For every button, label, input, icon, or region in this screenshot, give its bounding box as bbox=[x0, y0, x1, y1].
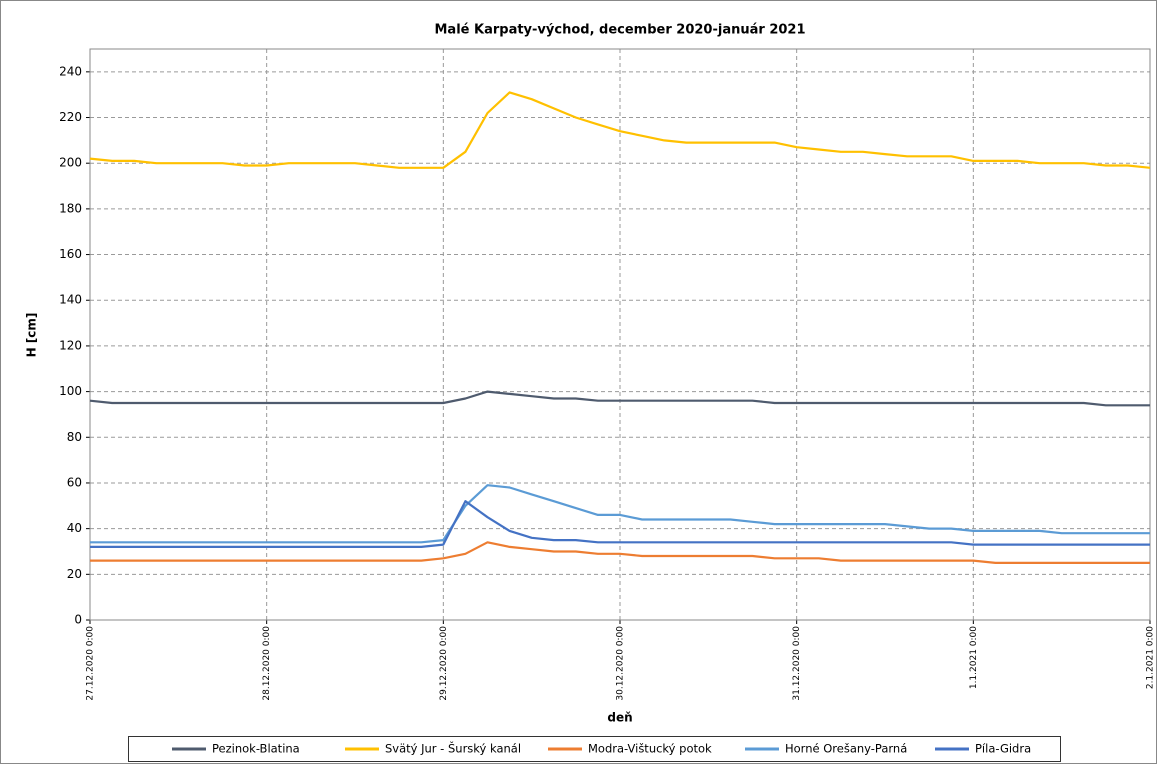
y-tick-label: 180 bbox=[59, 201, 82, 215]
series-line bbox=[89, 390, 1150, 407]
y-tick-label: 120 bbox=[59, 338, 82, 352]
legend-label: Horné Orešany-Parná bbox=[785, 742, 907, 756]
y-tick-label: 240 bbox=[59, 64, 82, 78]
y-tick-label: 100 bbox=[59, 384, 82, 398]
legend-label: Pezinok-Blatina bbox=[212, 742, 300, 756]
x-tick-label: 31.12.2020 0:00 bbox=[792, 626, 802, 701]
legend-label: Modra-Vištucký potok bbox=[588, 742, 712, 756]
legend-label: Píla-Gidra bbox=[975, 742, 1031, 756]
x-tick-label: 27.12.2020 0:00 bbox=[86, 626, 96, 701]
plot-border bbox=[89, 48, 1151, 621]
y-tick-label: 160 bbox=[59, 247, 82, 261]
legend-box bbox=[128, 736, 1061, 762]
x-axis-label: deň bbox=[607, 711, 632, 725]
series-line bbox=[90, 484, 1150, 544]
y-tick-label: 220 bbox=[59, 110, 82, 124]
y-axis-label: H [cm] bbox=[25, 313, 39, 358]
x-tick-label: 30.12.2020 0:00 bbox=[616, 626, 626, 701]
x-tick-label: 29.12.2020 0:00 bbox=[439, 626, 449, 701]
y-tick-label: 200 bbox=[59, 156, 82, 170]
y-tick-label: 40 bbox=[67, 521, 82, 535]
x-tick-label: 1.1.2021 0:00 bbox=[969, 626, 979, 689]
y-tick-label: 20 bbox=[67, 567, 82, 581]
x-tick-label: 2.1.2021 0:00 bbox=[1146, 626, 1156, 689]
series-line bbox=[90, 500, 1150, 549]
y-tick-label: 60 bbox=[67, 475, 82, 489]
chart-title: Malé Karpaty-východ, december 2020-januá… bbox=[435, 23, 806, 38]
y-tick-label: 0 bbox=[74, 613, 82, 627]
series-line bbox=[89, 91, 1151, 169]
y-tick-label: 140 bbox=[59, 293, 82, 307]
y-tick-label: 80 bbox=[67, 430, 82, 444]
series-line bbox=[90, 541, 1150, 565]
x-tick-label: 28.12.2020 0:00 bbox=[262, 626, 272, 701]
legend-label: Svätý Jur - Šurský kanál bbox=[385, 741, 521, 756]
